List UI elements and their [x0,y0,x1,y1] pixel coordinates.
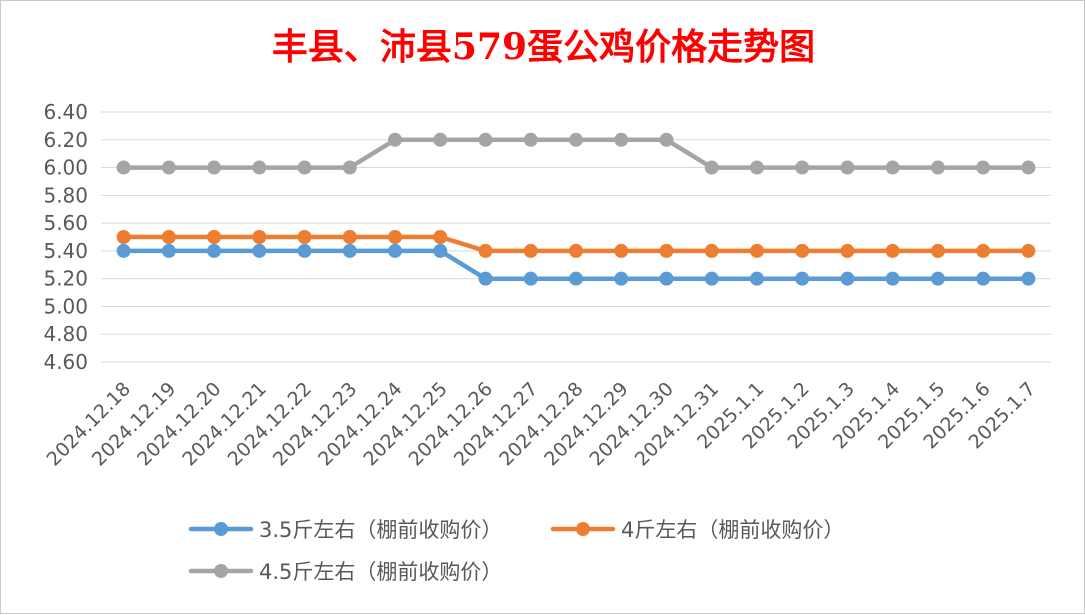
data-point [704,271,719,286]
data-point [297,160,312,175]
y-tick-label: 4.60 [43,350,88,374]
data-point [885,160,900,175]
data-point [161,160,176,175]
legend-swatch-marker [214,564,228,578]
data-point [342,243,357,258]
data-point [161,230,176,244]
data-point [523,132,538,147]
x-axis-ticks: 2024.12.182024.12.192024.12.202024.12.21… [43,378,1040,470]
data-point [704,160,719,175]
data-point [614,271,629,286]
data-point [569,132,583,147]
data-point [976,160,991,175]
series-lines [116,132,1036,286]
data-point [795,160,810,175]
y-tick-label: 5.20 [43,267,88,291]
data-point [433,230,448,244]
data-point [523,243,538,258]
data-point [885,243,900,258]
data-point [297,230,312,244]
legend: 3.5斤左右（棚前收购价） 4斤左右（棚前收购价） 4.5斤左右（棚前收购价） [188,518,844,584]
data-point [478,271,493,286]
data-point [614,243,629,258]
data-point [342,230,357,244]
data-point [704,243,719,258]
y-tick-label: 5.40 [43,239,88,263]
data-point [116,243,131,258]
legend-item: 4斤左右（棚前收购价） [550,518,844,542]
y-tick-label: 6.20 [43,128,88,152]
data-point [252,160,267,175]
data-point [885,271,900,286]
data-point [297,243,312,258]
data-point [252,243,267,258]
data-point [388,243,403,258]
data-point [478,132,493,147]
data-point [795,243,810,258]
data-point [207,160,222,175]
data-point [659,243,674,258]
y-tick-label: 4.80 [43,322,88,346]
data-point [749,160,764,175]
legend-label: 3.5斤左右（棚前收购价） [259,518,502,542]
data-point [749,271,764,286]
series-1 [116,230,1036,258]
legend-label: 4斤左右（棚前收购价） [621,518,844,542]
data-point [1021,160,1036,175]
data-point [252,230,267,244]
y-axis-ticks: 6.40 6.20 6.00 5.80 5.60 5.40 5.20 5.00 4.80 4.60 [43,100,88,374]
data-point [795,271,810,286]
legend-item: 4.5斤左右（棚前收购价） [188,560,502,584]
data-point [116,230,131,244]
legend-swatch-marker [576,522,590,536]
data-point [478,243,493,258]
data-point [116,160,131,175]
data-point [207,230,222,244]
data-point [161,243,176,258]
data-point [976,243,991,258]
data-point [388,230,403,244]
data-point [840,243,855,258]
legend-swatch-marker [214,522,228,536]
y-tick-label: 6.00 [43,156,88,180]
data-point [207,243,222,258]
data-point [930,160,945,175]
y-tick-label: 5.80 [43,183,88,207]
data-point [523,271,538,286]
data-point [614,132,629,147]
data-point [342,160,357,175]
data-point [930,271,945,286]
legend-label: 4.5斤左右（棚前收购价） [259,560,502,584]
data-point [569,243,583,258]
data-point [388,132,403,147]
series-0 [116,243,1036,286]
data-point [1021,271,1036,286]
data-point [433,132,448,147]
data-point [749,243,764,258]
series-2 [116,132,1036,175]
chart-title: 丰县、沛县579蛋公鸡价格走势图 [271,26,816,68]
data-point [659,271,674,286]
data-point [1021,243,1036,258]
data-point [569,271,583,286]
data-point [840,160,855,175]
data-point [976,271,991,286]
data-point [930,243,945,258]
data-point [840,271,855,286]
data-point [659,132,674,147]
y-tick-label: 6.40 [43,100,88,124]
data-point [433,243,448,258]
y-tick-label: 5.00 [43,294,88,318]
y-tick-label: 5.60 [43,211,88,235]
legend-item: 3.5斤左右（棚前收购价） [188,518,502,542]
